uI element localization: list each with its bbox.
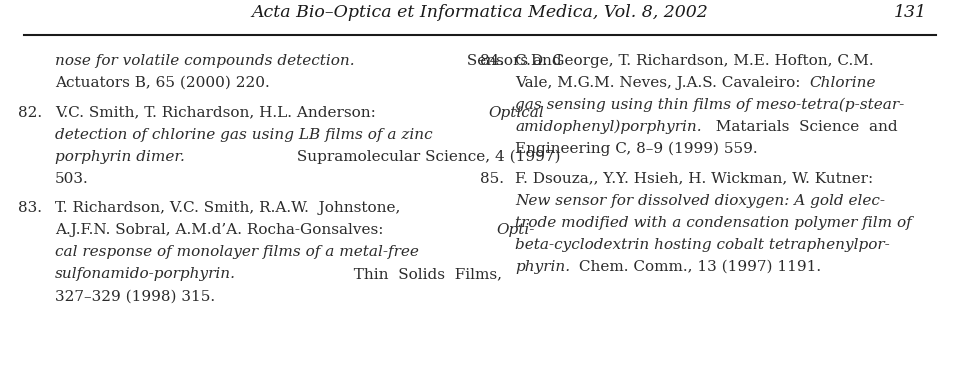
Text: 83.: 83. xyxy=(18,201,42,215)
Text: beta-cyclodextrin hosting cobalt tetraphenylpor-: beta-cyclodextrin hosting cobalt tetraph… xyxy=(515,238,890,252)
Text: nose for volatile compounds detection.: nose for volatile compounds detection. xyxy=(55,54,354,68)
Text: Chem. Comm., 13 (1997) 1191.: Chem. Comm., 13 (1997) 1191. xyxy=(574,260,822,274)
Text: sulfonamido-porphyrin.: sulfonamido-porphyrin. xyxy=(55,267,236,281)
Text: Actuators B, 65 (2000) 220.: Actuators B, 65 (2000) 220. xyxy=(55,76,270,90)
Text: 131: 131 xyxy=(894,4,926,21)
Text: C.D. George, T. Richardson, M.E. Hofton, C.M.: C.D. George, T. Richardson, M.E. Hofton,… xyxy=(515,54,874,68)
Text: 503.: 503. xyxy=(55,172,88,186)
Text: phyrin.: phyrin. xyxy=(515,260,570,274)
Text: cal response of monolayer films of a metal-free: cal response of monolayer films of a met… xyxy=(55,245,419,260)
Text: Opti-: Opti- xyxy=(496,224,535,237)
Text: T. Richardson, V.C. Smith, R.A.W.  Johnstone,: T. Richardson, V.C. Smith, R.A.W. Johnst… xyxy=(55,201,400,215)
Text: V.C. Smith, T. Richardson, H.L. Anderson:: V.C. Smith, T. Richardson, H.L. Anderson… xyxy=(55,106,381,120)
Text: F. Dsouza,, Y.Y. Hsieh, H. Wickman, W. Kutner:: F. Dsouza,, Y.Y. Hsieh, H. Wickman, W. K… xyxy=(515,172,874,186)
Text: Engineering C, 8–9 (1999) 559.: Engineering C, 8–9 (1999) 559. xyxy=(515,142,757,156)
Text: Sensors and: Sensors and xyxy=(463,54,562,68)
Text: porphyrin dimer.: porphyrin dimer. xyxy=(55,150,185,164)
Text: detection of chlorine gas using LB films of a zinc: detection of chlorine gas using LB films… xyxy=(55,128,433,142)
Text: Vale, M.G.M. Neves, J.A.S. Cavaleiro:: Vale, M.G.M. Neves, J.A.S. Cavaleiro: xyxy=(515,76,805,90)
Text: 82.: 82. xyxy=(18,106,42,120)
Text: 84.: 84. xyxy=(480,54,504,68)
Text: Supramolecular Science, 4 (1997): Supramolecular Science, 4 (1997) xyxy=(293,149,561,164)
Text: gas sensing using thin films of meso-tetra(p-stear-: gas sensing using thin films of meso-tet… xyxy=(515,98,904,112)
Text: Acta Bio–Optica et Informatica Medica, Vol. 8, 2002: Acta Bio–Optica et Informatica Medica, V… xyxy=(252,4,708,21)
Text: 85.: 85. xyxy=(480,172,504,186)
Text: trode modified with a condensation polymer film of: trode modified with a condensation polym… xyxy=(515,216,912,230)
Text: Matarials  Science  and: Matarials Science and xyxy=(706,120,898,134)
Text: New sensor for dissolved dioxygen: A gold elec-: New sensor for dissolved dioxygen: A gol… xyxy=(515,194,885,208)
Text: Thin  Solids  Films,: Thin Solids Films, xyxy=(344,267,502,281)
Text: 327–329 (1998) 315.: 327–329 (1998) 315. xyxy=(55,290,215,303)
Text: Optical: Optical xyxy=(489,106,544,120)
Text: Chlorine: Chlorine xyxy=(809,76,876,90)
Text: A.J.F.N. Sobral, A.M.d’A. Rocha-Gonsalves:: A.J.F.N. Sobral, A.M.d’A. Rocha-Gonsalve… xyxy=(55,224,389,237)
Text: amidophenyl)porphyrin.: amidophenyl)porphyrin. xyxy=(515,120,702,134)
